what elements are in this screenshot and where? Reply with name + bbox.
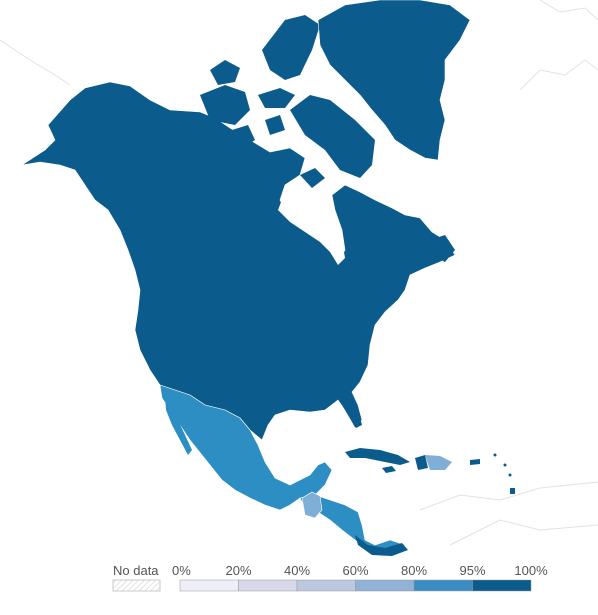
arctic-islands bbox=[200, 15, 455, 262]
region-greenland bbox=[317, 0, 471, 161]
map-legend: No data 0% 20% 40% 60% 80% 95% 100% bbox=[112, 563, 548, 592]
background-land bbox=[0, 0, 598, 546]
region-haiti bbox=[415, 455, 428, 470]
legend-ticks: 0% 20% 40% 60% 80% 95% 100% bbox=[172, 563, 548, 578]
bg-land-top-right bbox=[519, 0, 598, 91]
region-guatemala bbox=[301, 491, 323, 519]
island-southampton bbox=[300, 168, 325, 188]
island-small-1 bbox=[232, 125, 255, 150]
legend-tick-label: 20% bbox=[225, 563, 251, 578]
region-central-america bbox=[299, 494, 406, 556]
legend-no-data-label: No data bbox=[113, 563, 159, 578]
region-cuba bbox=[345, 448, 410, 465]
legend-no-data-swatch bbox=[112, 579, 161, 592]
region-jamaica bbox=[382, 466, 396, 473]
legend-tick-label: 95% bbox=[459, 563, 485, 578]
region-baja bbox=[165, 395, 192, 455]
legend-bin-40-60 bbox=[296, 579, 356, 592]
region-panama-costa-rica bbox=[355, 535, 408, 556]
legend-bin-80-95 bbox=[413, 579, 473, 592]
island-banks bbox=[210, 60, 240, 85]
island-baffin bbox=[290, 95, 375, 178]
legend-tick-label: 100% bbox=[514, 563, 548, 578]
legend-bins bbox=[179, 579, 532, 592]
region-florida bbox=[340, 398, 362, 428]
legend-tick-label: 0% bbox=[172, 563, 191, 578]
island-devon bbox=[258, 88, 295, 108]
region-dominican-republic bbox=[425, 455, 452, 470]
legend-tick-label: 60% bbox=[342, 563, 368, 578]
legend-tick-label: 80% bbox=[401, 563, 427, 578]
region-mexico bbox=[159, 384, 333, 511]
region-puerto-rico bbox=[470, 459, 480, 465]
legend-bin-60-80 bbox=[355, 579, 415, 592]
legend-tick-label: 40% bbox=[284, 563, 310, 578]
hudson-bay bbox=[278, 180, 345, 265]
bg-land-top-left bbox=[0, 39, 71, 86]
island-victoria bbox=[200, 85, 250, 125]
region-canada-usa bbox=[21, 81, 456, 441]
island-ellesmere bbox=[262, 15, 320, 80]
legend-bin-0-20 bbox=[179, 579, 239, 592]
island-newfoundland bbox=[430, 235, 455, 262]
lesser-antilles bbox=[493, 453, 515, 494]
legend-bin-20-40 bbox=[238, 579, 298, 592]
choropleth-map bbox=[0, 0, 598, 556]
bg-land-south-america bbox=[419, 481, 598, 546]
legend-bin-95-100 bbox=[472, 579, 532, 592]
island-small-2 bbox=[265, 115, 285, 135]
